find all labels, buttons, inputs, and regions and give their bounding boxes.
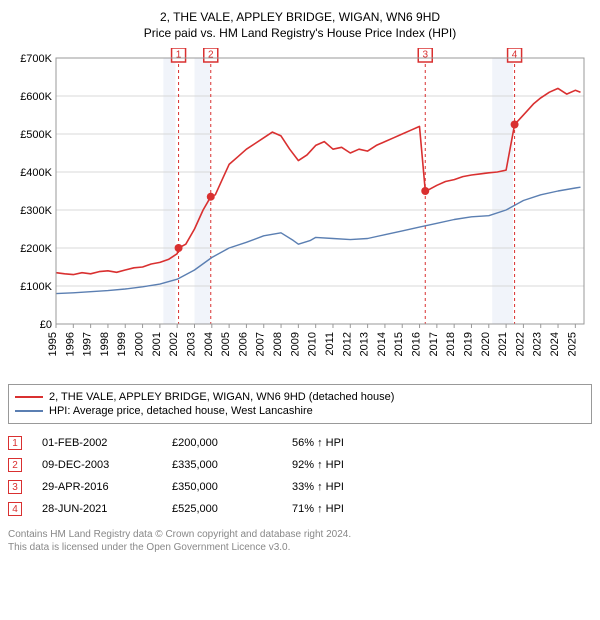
svg-text:2022: 2022 (514, 332, 526, 356)
footer-attribution: Contains HM Land Registry data © Crown c… (8, 528, 592, 554)
svg-text:2008: 2008 (272, 332, 284, 356)
table-row: 4 28-JUN-2021£525,00071% ↑ HPI (8, 498, 592, 520)
svg-text:4: 4 (512, 50, 518, 61)
svg-text:£300K: £300K (20, 205, 52, 217)
footer-line-2: This data is licensed under the Open Gov… (8, 541, 592, 554)
price-chart: £0 £100K £200K £300K £400K £500K £600K £700K 199… (8, 48, 592, 378)
table-row: 3 29-APR-2016£350,00033% ↑ HPI (8, 476, 592, 498)
svg-text:2000: 2000 (134, 332, 146, 356)
svg-text:2024: 2024 (549, 332, 561, 356)
svg-text:2: 2 (208, 50, 214, 61)
transaction-badge: 4 (8, 502, 22, 516)
svg-text:2025: 2025 (566, 332, 578, 356)
svg-text:2001: 2001 (151, 332, 163, 356)
svg-text:1998: 1998 (99, 332, 111, 356)
svg-text:2020: 2020 (480, 332, 492, 356)
svg-text:2007: 2007 (255, 332, 267, 356)
svg-text:2005: 2005 (220, 332, 232, 356)
svg-text:2023: 2023 (532, 332, 544, 356)
svg-text:2021: 2021 (497, 332, 509, 356)
svg-text:£500K: £500K (20, 129, 52, 141)
transaction-price: £350,000 (172, 481, 292, 493)
svg-text:1: 1 (176, 50, 182, 61)
svg-text:£0: £0 (40, 319, 52, 331)
transaction-price: £525,000 (172, 503, 292, 515)
transaction-badge: 1 (8, 436, 22, 450)
svg-text:2011: 2011 (324, 332, 336, 356)
svg-text:2017: 2017 (428, 332, 440, 356)
transaction-date: 28-JUN-2021 (42, 503, 172, 515)
svg-text:2002: 2002 (168, 332, 180, 356)
transaction-price: £200,000 (172, 437, 292, 449)
svg-text:2016: 2016 (411, 332, 423, 356)
svg-text:2014: 2014 (376, 332, 388, 356)
chart-subtitle: Price paid vs. HM Land Registry's House … (8, 26, 592, 40)
transaction-price: £335,000 (172, 459, 292, 471)
svg-text:2012: 2012 (341, 332, 353, 356)
svg-text:1997: 1997 (82, 332, 94, 356)
transaction-delta: 92% ↑ HPI (292, 459, 412, 471)
transaction-date: 29-APR-2016 (42, 481, 172, 493)
table-row: 2 09-DEC-2003£335,00092% ↑ HPI (8, 454, 592, 476)
svg-text:1996: 1996 (64, 332, 76, 356)
svg-text:3: 3 (422, 50, 428, 61)
svg-text:1999: 1999 (116, 332, 128, 356)
transaction-badge: 2 (8, 458, 22, 472)
transaction-date: 01-FEB-2002 (42, 437, 172, 449)
svg-text:2004: 2004 (203, 332, 215, 356)
svg-text:£100K: £100K (20, 281, 52, 293)
legend-item: HPI: Average price, detached house, West… (15, 405, 585, 417)
svg-text:2019: 2019 (462, 332, 474, 356)
footer-line-1: Contains HM Land Registry data © Crown c… (8, 528, 592, 541)
table-row: 1 01-FEB-2002£200,00056% ↑ HPI (8, 432, 592, 454)
legend-swatch (15, 396, 43, 398)
legend-item: 2, THE VALE, APPLEY BRIDGE, WIGAN, WN6 9… (15, 391, 585, 403)
svg-text:1995: 1995 (47, 332, 59, 356)
svg-text:£600K: £600K (20, 91, 52, 103)
svg-text:2009: 2009 (289, 332, 301, 356)
chart-container: £0 £100K £200K £300K £400K £500K £600K £700K 199… (8, 48, 592, 378)
svg-text:£200K: £200K (20, 243, 52, 255)
chart-title: 2, THE VALE, APPLEY BRIDGE, WIGAN, WN6 9… (8, 10, 592, 24)
svg-text:2013: 2013 (359, 332, 371, 356)
svg-text:2015: 2015 (393, 332, 405, 356)
legend-swatch (15, 410, 43, 412)
transaction-date: 09-DEC-2003 (42, 459, 172, 471)
svg-text:2010: 2010 (307, 332, 319, 356)
svg-text:£400K: £400K (20, 167, 52, 179)
legend-label: HPI: Average price, detached house, West… (49, 405, 313, 417)
svg-text:2003: 2003 (185, 332, 197, 356)
svg-text:2018: 2018 (445, 332, 457, 356)
svg-text:2006: 2006 (237, 332, 249, 356)
transaction-delta: 33% ↑ HPI (292, 481, 412, 493)
svg-text:£700K: £700K (20, 53, 52, 65)
legend: 2, THE VALE, APPLEY BRIDGE, WIGAN, WN6 9… (8, 384, 592, 424)
legend-label: 2, THE VALE, APPLEY BRIDGE, WIGAN, WN6 9… (49, 391, 394, 403)
transaction-badge: 3 (8, 480, 22, 494)
transaction-delta: 71% ↑ HPI (292, 503, 412, 515)
transaction-delta: 56% ↑ HPI (292, 437, 412, 449)
transaction-table: 1 01-FEB-2002£200,00056% ↑ HPI 2 09-DEC-200… (8, 432, 592, 520)
